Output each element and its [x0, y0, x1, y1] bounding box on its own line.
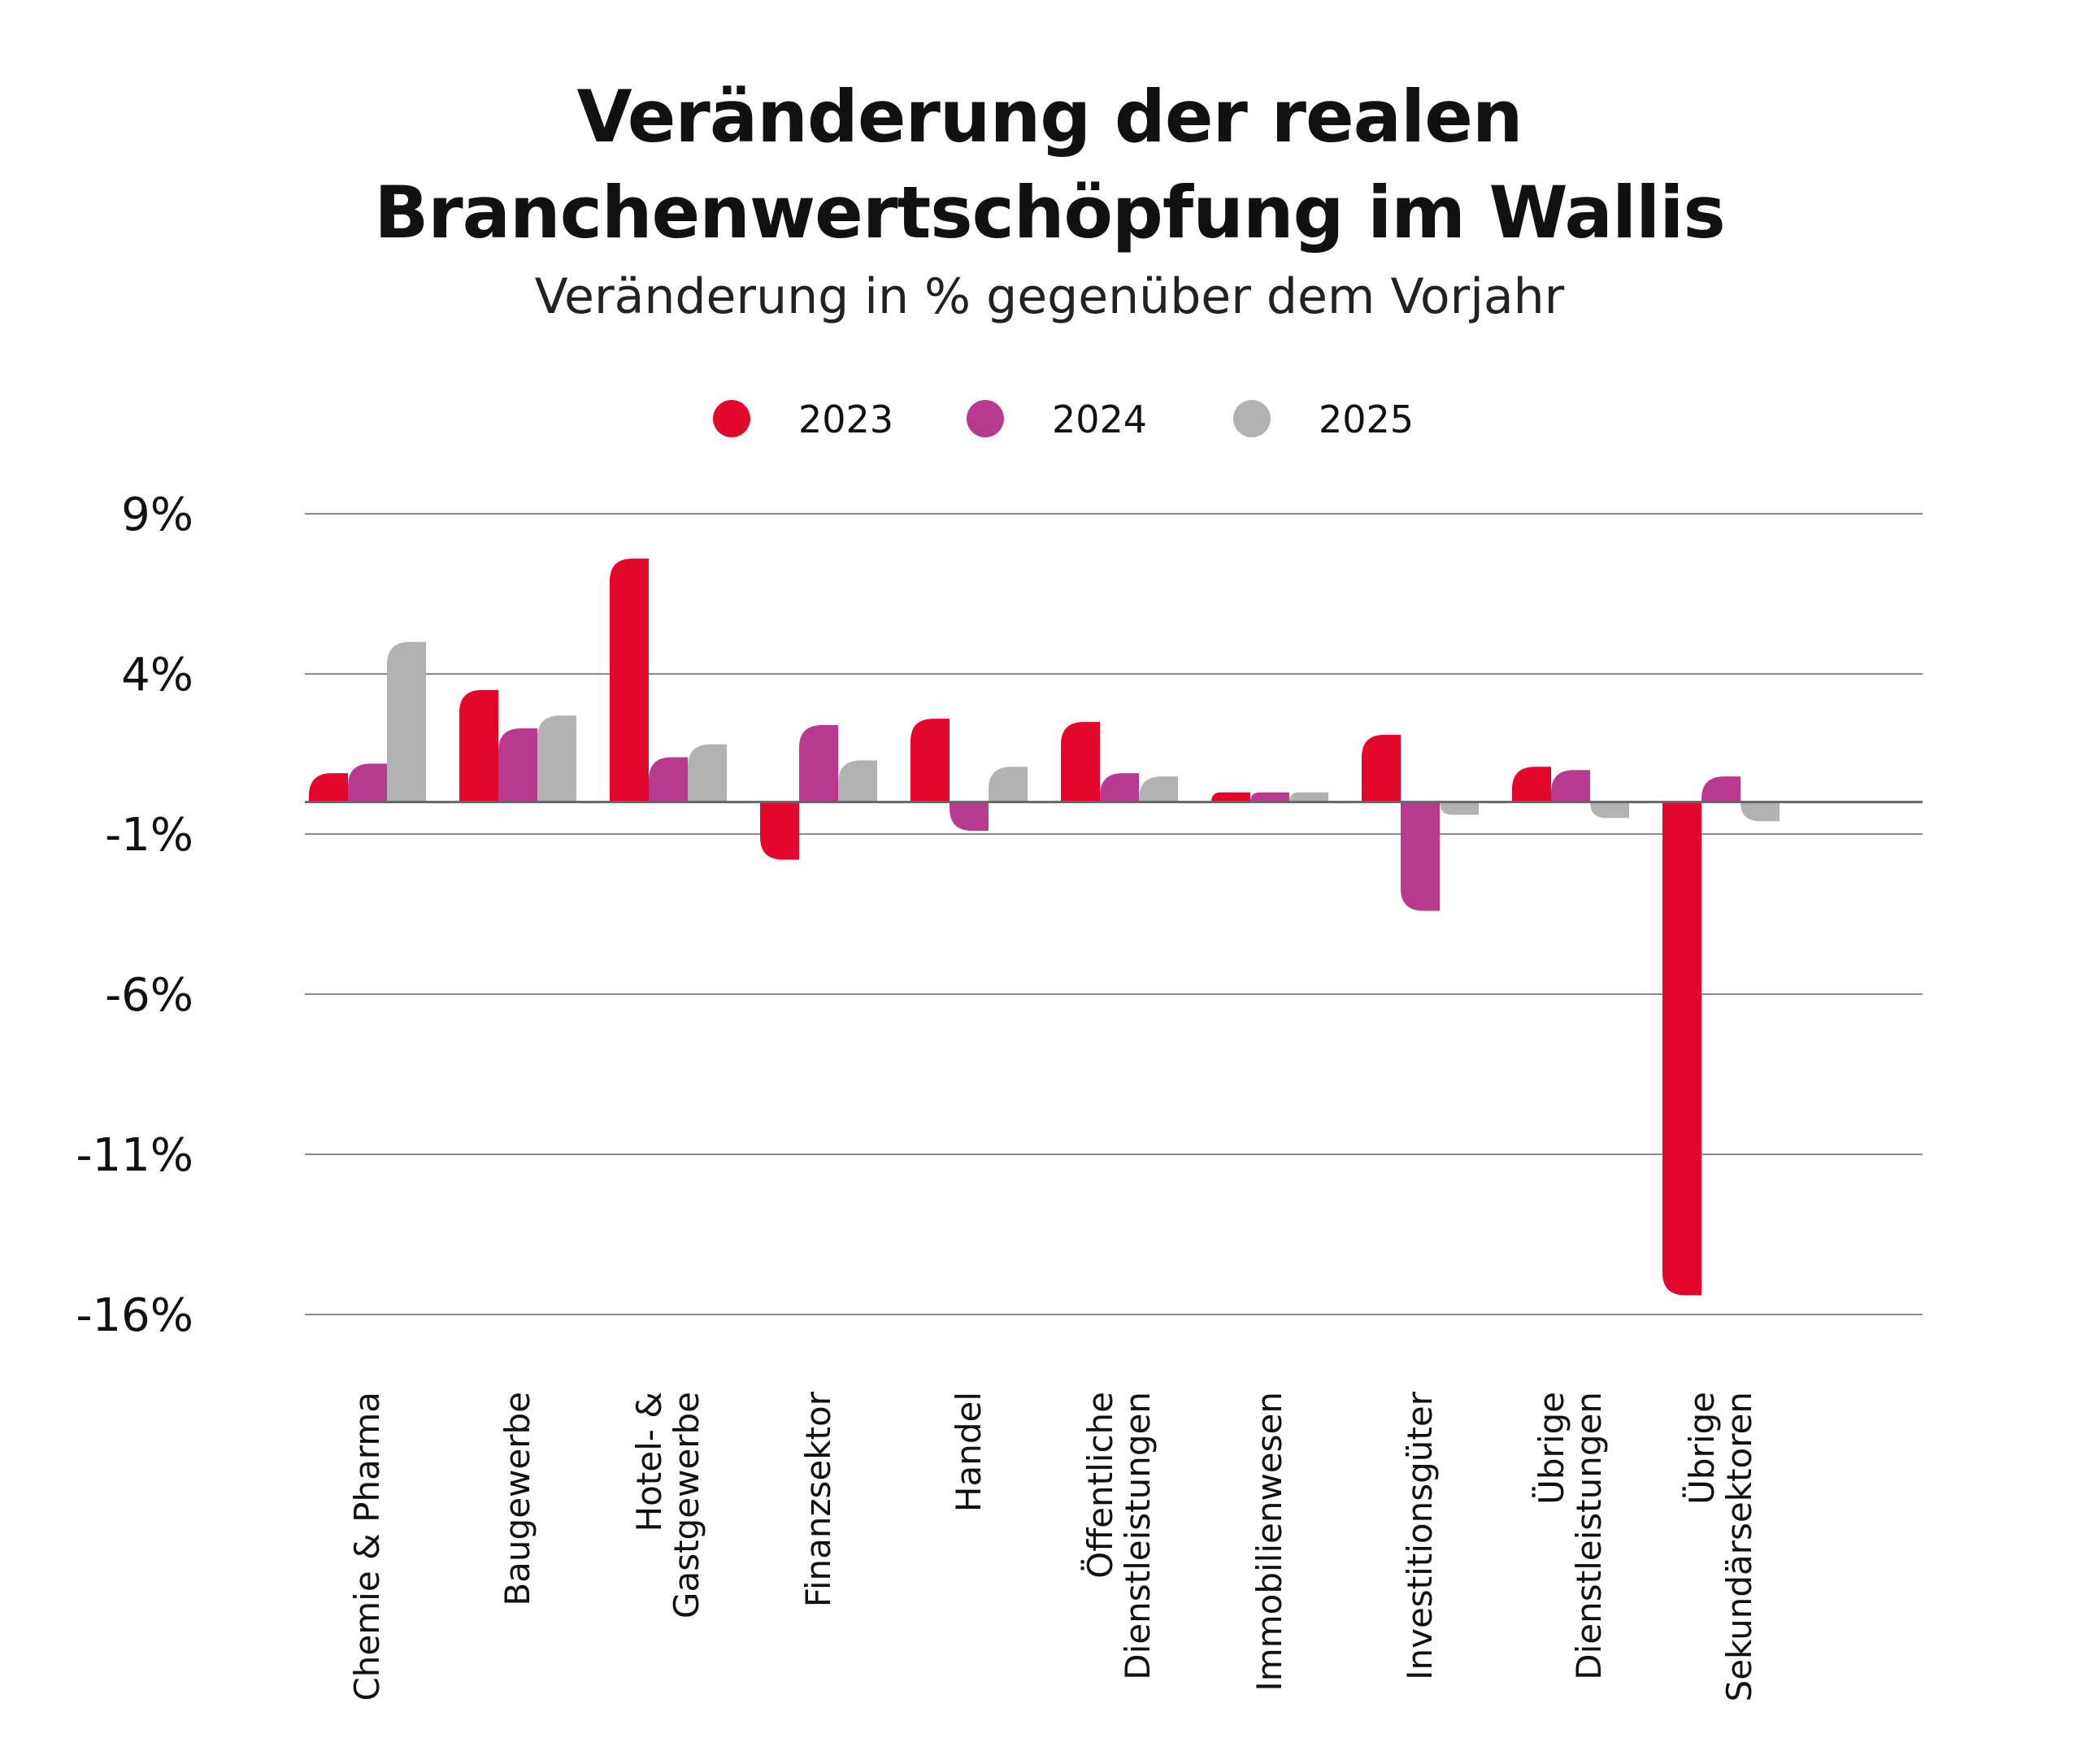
legend-label-2025: 2025	[1319, 398, 1414, 441]
bar-2024	[1401, 802, 1440, 911]
bar-2023	[1061, 722, 1100, 802]
gridlines	[305, 513, 1923, 1315]
bar-2023	[1662, 802, 1701, 1296]
x-tick-label: Investitionsgüter	[1400, 1391, 1440, 1680]
bar-2025	[387, 641, 426, 802]
x-tick-label: Chemie & Pharma	[347, 1392, 387, 1701]
legend-marker-2023	[713, 400, 750, 437]
x-tick-label: Immobilienwesen	[1249, 1392, 1289, 1692]
x-tick-label: Sekundärsektoren	[1719, 1392, 1759, 1701]
bars	[309, 558, 1780, 1296]
bar-2025	[989, 767, 1028, 802]
y-tick-label: -11%	[76, 1129, 193, 1182]
x-tick-label: Handel	[949, 1392, 989, 1512]
legend-marker-2024	[967, 400, 1004, 437]
bar-2025	[537, 715, 576, 802]
bar-2025	[1740, 802, 1780, 822]
bar-2025	[1440, 802, 1479, 815]
bar-2025	[838, 760, 877, 802]
bar-2024	[498, 728, 537, 802]
bar-2024	[649, 757, 688, 802]
bar-2024	[1551, 770, 1590, 802]
x-tick-label: Finanzsektor	[798, 1391, 838, 1607]
bar-2023	[610, 558, 649, 802]
bar-2025	[688, 744, 727, 802]
bar-2024	[348, 763, 387, 802]
bar-2023	[1362, 734, 1401, 802]
y-axis-ticks: 9% 4% -1% -6% -11% -16%	[76, 489, 193, 1342]
chart-subtitle: Veränderung in % gegenüber dem Vorjahr	[534, 268, 1565, 325]
y-tick-label: 9%	[121, 489, 193, 541]
bar-2025	[1139, 776, 1178, 802]
bar-2024	[1701, 776, 1740, 802]
bar-2023	[1211, 792, 1250, 802]
x-tick-label: Öffentliche	[1080, 1392, 1120, 1579]
legend-label-2023: 2023	[798, 398, 893, 441]
y-tick-label: -6%	[105, 969, 193, 1022]
y-tick-label: 4%	[121, 649, 193, 702]
x-tick-label: Übrige	[1681, 1392, 1722, 1505]
x-tick-label: Gastgewerbe	[667, 1392, 706, 1618]
bar-2023	[459, 689, 498, 802]
bar-2025	[1590, 802, 1629, 819]
x-tick-label: Hotel- &	[629, 1392, 669, 1532]
bar-2023	[1512, 767, 1551, 802]
bar-2024	[1250, 792, 1289, 802]
bar-2023	[910, 719, 950, 802]
legend-label-2024: 2024	[1052, 398, 1147, 441]
legend: 2023 2024 2025	[713, 398, 1414, 441]
chart-title-line-2: Branchenwertschöpfung im Wallis	[374, 171, 1726, 254]
y-tick-label: -16%	[76, 1289, 193, 1342]
bar-2025	[1289, 792, 1328, 802]
x-tick-label: Dienstleistungen	[1118, 1392, 1158, 1680]
bar-2023	[760, 802, 799, 860]
x-tick-label: Dienstleistungen	[1569, 1392, 1609, 1680]
bar-2023	[309, 773, 348, 802]
bar-2024	[1100, 773, 1139, 802]
x-axis-labels: Chemie & Pharma Baugewerbe Hotel- &Gastgew…	[347, 1391, 1759, 1701]
chart-title-line-1: Veränderung der realen	[576, 75, 1523, 159]
x-tick-label: Übrige	[1531, 1392, 1571, 1505]
x-tick-label: Baugewerbe	[498, 1392, 537, 1606]
bar-2024	[950, 802, 989, 832]
y-tick-label: -1%	[105, 809, 193, 862]
bar-2024	[799, 725, 838, 802]
legend-marker-2025	[1233, 400, 1271, 437]
